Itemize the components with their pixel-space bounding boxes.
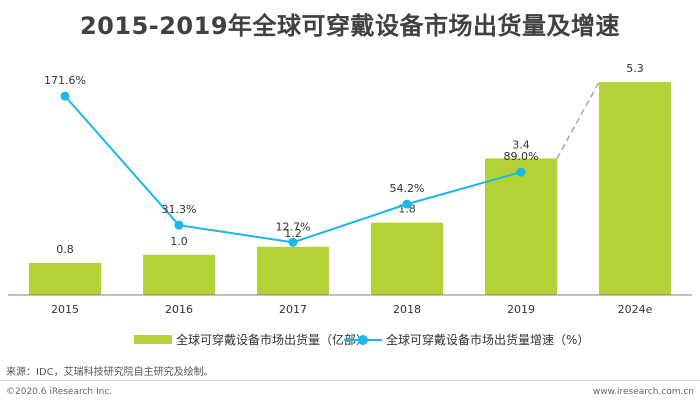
bar-2019 [485, 158, 557, 295]
growth-point-2015 [60, 91, 70, 101]
copyright-text: ©2020.6 iResearch Inc. [6, 387, 113, 397]
x-tick-label-2024e: 2024e [618, 303, 653, 316]
legend-label-line: 全球可穿戴设备市场出货量增速（%） [386, 333, 590, 347]
growth-label-2018: 54.2% [390, 182, 425, 195]
bar-2018 [371, 222, 443, 295]
growth-point-2017 [288, 237, 298, 247]
growth-label-2019: 89.0% [504, 150, 539, 163]
source-note: 来源：IDC，艾瑞科技研究院自主研究及绘制。 [6, 367, 214, 378]
chart-title: 2015-2019年全球可穿戴设备市场出货量及增速 [79, 12, 621, 40]
x-tick-label-2017: 2017 [279, 303, 307, 316]
growth-point-2018 [402, 199, 412, 209]
legend-item-line: 全球可穿戴设备市场出货量增速（%） [344, 331, 589, 348]
bar-2024e [599, 82, 671, 295]
growth-label-2017: 12.7% [276, 220, 311, 233]
growth-label-2015: 171.6% [44, 74, 86, 87]
bar-2017 [257, 246, 329, 295]
bar-label-2016: 1.0 [170, 235, 188, 248]
bar-2015 [29, 262, 101, 295]
growth-label-2016: 31.3% [162, 203, 197, 216]
legend-label-bar: 全球可穿戴设备市场出货量（亿部） [176, 333, 369, 347]
bar-label-2015: 0.8 [56, 243, 74, 256]
legend-item-bar: 全球可穿戴设备市场出货量（亿部） [134, 331, 368, 348]
bar-label-2019: 3.4 [512, 138, 530, 151]
growth-point-2019 [516, 167, 526, 177]
x-tick-label-2015: 2015 [51, 303, 79, 316]
x-tick-label-2016: 2016 [165, 303, 193, 316]
legend-swatch-line [344, 334, 382, 346]
forecast-connector-line [556, 81, 600, 159]
x-tick-label-2018: 2018 [393, 303, 421, 316]
bar-label-2017: 1.2 [284, 227, 302, 240]
bar-2016 [143, 254, 215, 295]
website-text: www.iresearch.com.cn [592, 387, 694, 397]
x-tick-label-2019: 2019 [507, 303, 535, 316]
growth-point-2016 [174, 220, 184, 230]
chart-legend: 全球可穿戴设备市场出货量（亿部） 全球可穿戴设备市场出货量增速（%） [0, 331, 700, 351]
legend-swatch-bar [134, 335, 172, 344]
chart-canvas: 0.820151.020161.220171.820183.420195.320… [8, 62, 692, 316]
bar-label-2024e: 5.3 [626, 62, 644, 75]
footer-divider [0, 380, 700, 381]
